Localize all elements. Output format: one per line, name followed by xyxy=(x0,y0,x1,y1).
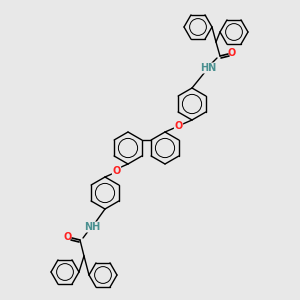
Text: HN: HN xyxy=(200,63,216,73)
Text: O: O xyxy=(228,48,236,58)
Text: O: O xyxy=(174,121,183,131)
Text: O: O xyxy=(112,166,121,176)
Text: NH: NH xyxy=(84,222,100,232)
Text: O: O xyxy=(64,232,72,242)
